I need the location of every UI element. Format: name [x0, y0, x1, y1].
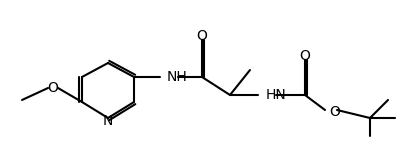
Text: N: N — [102, 114, 113, 128]
Text: O: O — [328, 105, 339, 119]
Text: O: O — [196, 29, 207, 43]
Text: O: O — [299, 49, 310, 63]
Text: O: O — [47, 81, 58, 95]
Text: NH: NH — [166, 70, 187, 84]
Text: HN: HN — [265, 88, 286, 102]
